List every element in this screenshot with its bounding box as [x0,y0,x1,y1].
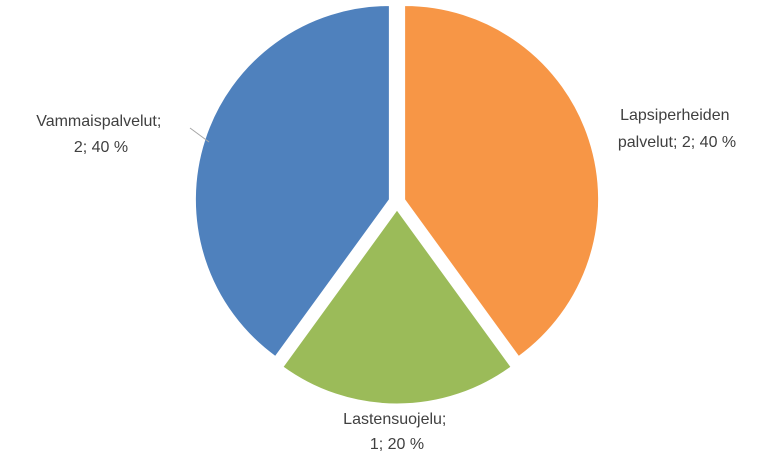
data-label-vammaispalvelut: Vammaispalvelut; 2; 40 % [36,113,166,156]
pie-slices [194,5,600,405]
data-label-lapsiperheiden: Lapsiperheiden palvelut; 2; 40 % [618,107,736,151]
data-label-lastensuojelu: Lastensuojelu; 1; 20 % [343,411,451,453]
leader-line [189,127,210,143]
slice-lapsiperheiden [404,5,600,358]
slice-lastensuojelu [282,209,512,405]
